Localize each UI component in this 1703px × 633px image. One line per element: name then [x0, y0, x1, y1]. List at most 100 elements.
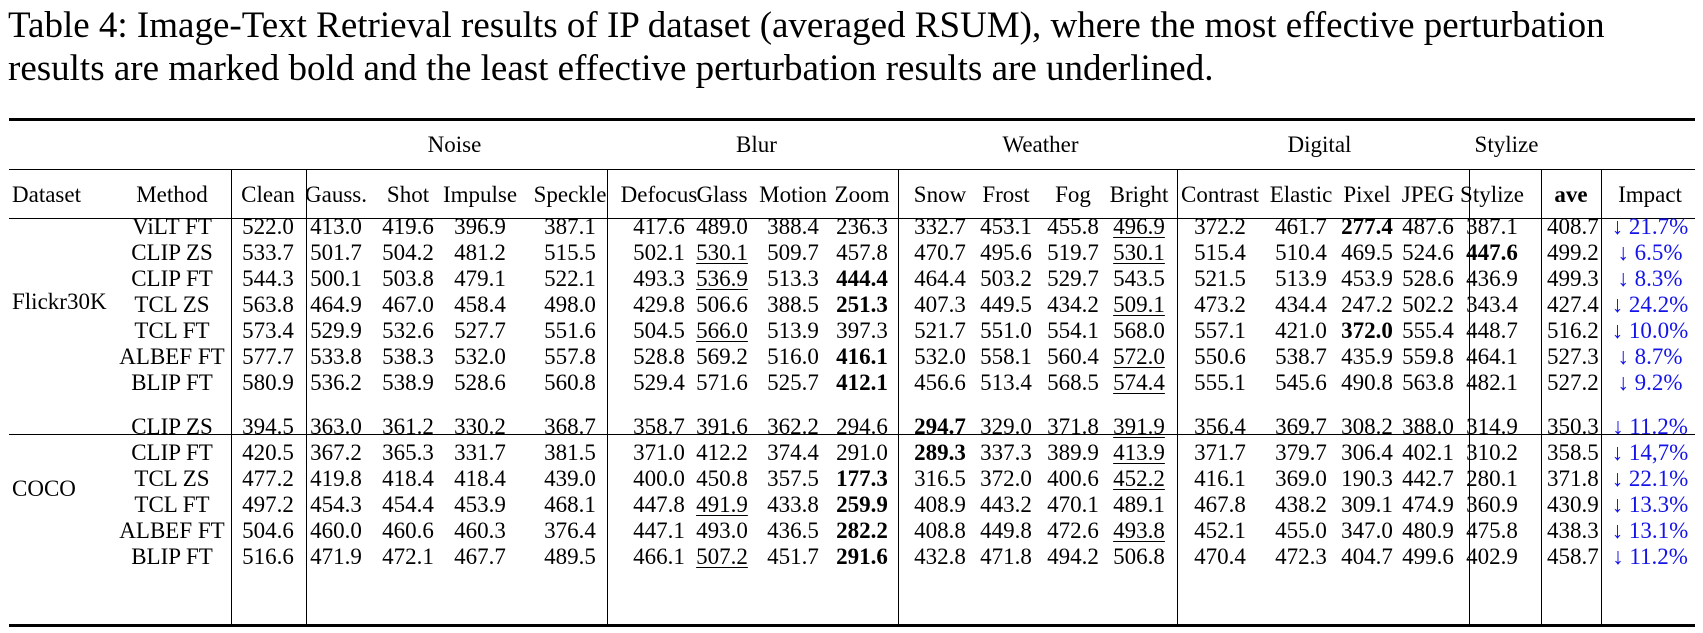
value-cell: 337.3 [980, 440, 1032, 465]
value-cell: 397.3 [836, 318, 888, 343]
value-cell: 489.0 [696, 214, 748, 239]
method-cell: ALBEF FT [119, 344, 225, 369]
value-cell: 294.6 [836, 414, 888, 439]
value-cell: 499.6 [1402, 544, 1454, 569]
value-cell: 572.0 [1113, 344, 1165, 369]
impact-cell: ↓ 6.5% [1617, 240, 1683, 265]
method-cell: TCL ZS [134, 466, 210, 491]
value-cell: 419.6 [382, 214, 434, 239]
dataset-label: COCO [12, 476, 76, 501]
value-cell: 513.3 [767, 266, 819, 291]
value-cell: 555.1 [1194, 370, 1246, 395]
value-cell: 501.7 [310, 240, 362, 265]
value-cell: 416.1 [1194, 466, 1246, 491]
value-cell: 413.9 [1113, 440, 1165, 465]
value-cell: 369.7 [1275, 414, 1327, 439]
value-cell: 529.7 [1047, 266, 1099, 291]
method-cell: CLIP ZS [131, 414, 213, 439]
column-separator [1469, 435, 1470, 624]
value-cell: 453.9 [454, 492, 506, 517]
top-rule [9, 118, 1695, 121]
value-cell: 447.1 [633, 518, 685, 543]
value-cell: 357.5 [767, 466, 819, 491]
value-cell: 460.3 [454, 518, 506, 543]
value-cell: 530.1 [696, 240, 748, 265]
column-header-shot: Shot [386, 182, 430, 207]
value-cell: 471.9 [310, 544, 362, 569]
value-cell: 367.2 [310, 440, 362, 465]
group-header-weather: Weather [1002, 132, 1079, 157]
value-cell: 429.8 [633, 292, 685, 317]
column-header-dataset: Dataset [12, 182, 81, 207]
value-cell: 563.8 [242, 292, 294, 317]
value-cell: 499.2 [1547, 240, 1599, 265]
method-cell: BLIP FT [131, 544, 213, 569]
value-cell: 310.2 [1466, 440, 1518, 465]
value-cell: 391.9 [1113, 414, 1165, 439]
value-cell: 379.7 [1275, 440, 1327, 465]
value-cell: 439.0 [544, 466, 596, 491]
value-cell: 314.9 [1466, 414, 1518, 439]
value-cell: 358.7 [633, 414, 685, 439]
value-cell: 474.9 [1402, 492, 1454, 517]
column-separator [898, 435, 899, 624]
value-cell: 372.0 [1341, 318, 1393, 343]
value-cell: 394.5 [242, 414, 294, 439]
value-cell: 251.3 [836, 292, 888, 317]
method-cell: CLIP FT [131, 440, 213, 465]
value-cell: 420.5 [242, 440, 294, 465]
value-cell: 453.9 [1341, 266, 1393, 291]
value-cell: 236.3 [836, 214, 888, 239]
value-cell: 456.6 [914, 370, 966, 395]
value-cell: 402.9 [1466, 544, 1518, 569]
impact-cell: ↓ 8.7% [1617, 344, 1683, 369]
value-cell: 482.1 [1466, 370, 1518, 395]
dataset-label: Flickr30K [12, 289, 107, 314]
value-cell: 282.2 [836, 518, 888, 543]
group-header-digital: Digital [1287, 132, 1352, 157]
value-cell: 489.1 [1113, 492, 1165, 517]
column-separator [1469, 170, 1470, 218]
value-cell: 568.0 [1113, 318, 1165, 343]
value-cell: 421.0 [1275, 318, 1327, 343]
value-cell: 504.2 [382, 240, 434, 265]
value-cell: 369.0 [1275, 466, 1327, 491]
value-cell: 407.3 [914, 292, 966, 317]
column-separator [1177, 170, 1178, 218]
column-header-clean: Clean [241, 182, 295, 207]
value-cell: 457.8 [836, 240, 888, 265]
column-separator [898, 170, 899, 218]
value-cell: 363.0 [310, 414, 362, 439]
value-cell: 513.4 [980, 370, 1032, 395]
value-cell: 529.4 [633, 370, 685, 395]
value-cell: 360.9 [1466, 492, 1518, 517]
value-cell: 376.4 [544, 518, 596, 543]
value-cell: 506.6 [696, 292, 748, 317]
value-cell: 489.5 [544, 544, 596, 569]
column-header-frost: Frost [982, 182, 1030, 207]
value-cell: 580.9 [242, 370, 294, 395]
value-cell: 460.0 [310, 518, 362, 543]
value-cell: 447.8 [633, 492, 685, 517]
value-cell: 545.6 [1275, 370, 1327, 395]
value-cell: 308.2 [1341, 414, 1393, 439]
value-cell: 568.5 [1047, 370, 1099, 395]
value-cell: 350.3 [1547, 414, 1599, 439]
impact-cell: ↓ 9.2% [1617, 370, 1683, 395]
column-header-contrast: Contrast [1181, 182, 1259, 207]
value-cell: 563.8 [1402, 370, 1454, 395]
value-cell: 538.3 [382, 344, 434, 369]
value-cell: 372.0 [980, 466, 1032, 491]
column-separator [231, 219, 232, 434]
value-cell: 557.1 [1194, 318, 1246, 343]
value-cell: 400.6 [1047, 466, 1099, 491]
value-cell: 450.8 [696, 466, 748, 491]
value-cell: 569.2 [696, 344, 748, 369]
value-cell: 532.0 [454, 344, 506, 369]
group-header-rule [9, 169, 1695, 170]
column-header-jpeg: JPEG [1401, 182, 1455, 207]
value-cell: 190.3 [1341, 466, 1393, 491]
value-cell: 493.0 [696, 518, 748, 543]
value-cell: 330.2 [454, 414, 506, 439]
value-cell: 368.7 [544, 414, 596, 439]
